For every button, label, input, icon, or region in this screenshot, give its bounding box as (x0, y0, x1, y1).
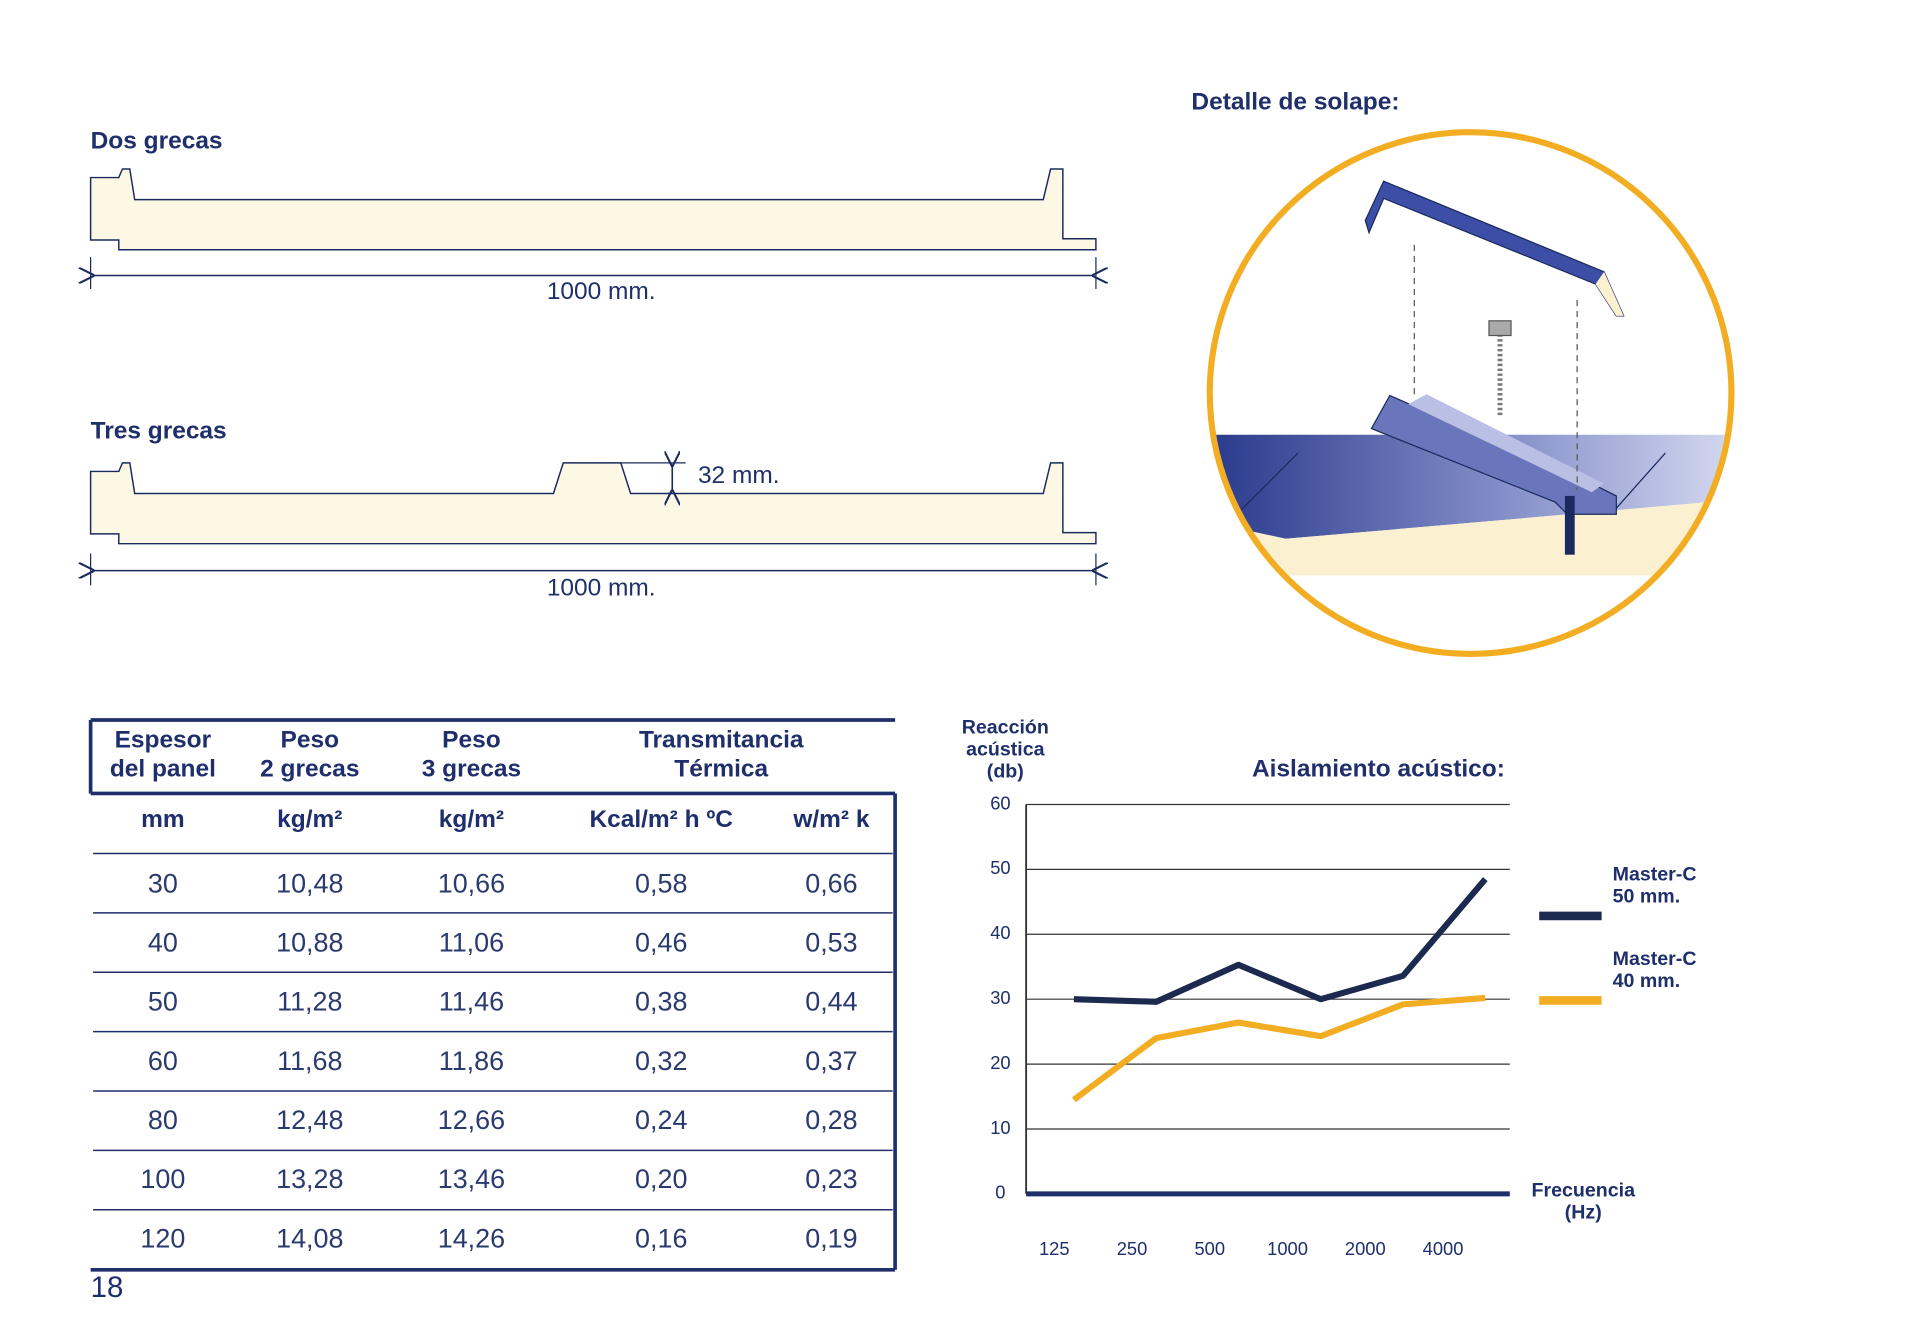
table-unit: kg/m² (277, 806, 342, 833)
table-cell: 0,44 (805, 987, 857, 1017)
x-tick-label: 125 (1039, 1238, 1070, 1259)
screw-head (1488, 320, 1512, 337)
legend-label: Master-C 50 mm. (1612, 864, 1697, 908)
y-tick-label: 0 (995, 1182, 1005, 1203)
table-cell: 10,66 (438, 868, 505, 898)
table-header: 3 grecas (422, 756, 521, 783)
table-cell: 40 (148, 928, 178, 958)
table-header: 2 grecas (260, 756, 359, 783)
series-line (1072, 994, 1486, 1103)
x-tick-label: 250 (1117, 1238, 1148, 1259)
panel-profile (89, 462, 1097, 545)
profile-title: Dos grecas (91, 128, 223, 155)
detail-frame (1206, 129, 1735, 657)
table-unit: w/m² k (792, 806, 870, 833)
table-cell: 0,19 (805, 1223, 857, 1253)
table-cell: 0,53 (805, 928, 857, 958)
table-cell: 12,66 (438, 1105, 505, 1135)
dimension-label: 32 mm. (698, 462, 780, 489)
table-cell: 0,38 (635, 987, 687, 1017)
y-axis-label: Reacción acústica (db) (961, 717, 1049, 783)
profile-title: Tres grecas (91, 418, 227, 445)
x-tick-label: 500 (1194, 1238, 1225, 1259)
panel-profile (89, 168, 1097, 251)
table-cell: 11,06 (439, 928, 504, 958)
table-cell: 11,46 (439, 987, 504, 1017)
table-cell: 0,32 (635, 1046, 687, 1076)
table-unit: kg/m² (439, 806, 504, 833)
table-cell: 0,66 (805, 868, 857, 898)
table-header: Peso (281, 726, 339, 753)
cap-inner (1595, 271, 1624, 316)
y-tick-label: 50 (990, 857, 1010, 878)
table-cell: 11,86 (439, 1046, 504, 1076)
y-tick-label: 60 (990, 792, 1010, 813)
table-cell: 13,28 (276, 1164, 343, 1194)
table-cell: 0,28 (805, 1105, 857, 1135)
table-header: Térmica (674, 756, 768, 783)
y-tick-label: 10 (990, 1117, 1010, 1138)
legend-label: Master-C 40 mm. (1612, 948, 1697, 992)
table-cell: 0,16 (635, 1223, 687, 1253)
x-axis-label: Frecuencia (Hz) (1531, 1180, 1635, 1224)
page-number: 18 (91, 1271, 124, 1304)
table-cell: 120 (140, 1223, 185, 1253)
dimension-label: 1000 mm. (547, 574, 656, 601)
detail-title: Detalle de solape: (1191, 88, 1399, 115)
y-tick-label: 20 (990, 1052, 1010, 1073)
overlap-detail (1212, 394, 1729, 576)
table-cell: 0,37 (805, 1046, 857, 1076)
table-unit: mm (141, 806, 185, 833)
table-cell: 14,26 (438, 1223, 505, 1253)
dimension-label: 1000 mm. (547, 278, 656, 305)
table-cell: 60 (148, 1046, 178, 1076)
table-cell: 30 (148, 868, 178, 898)
table-cell: 14,08 (276, 1223, 343, 1253)
x-tick-label: 2000 (1345, 1238, 1386, 1259)
table-cell: 0,58 (635, 868, 687, 898)
series-line (1073, 877, 1488, 1005)
y-tick-label: 30 (990, 987, 1010, 1008)
table-cell: 0,20 (635, 1164, 687, 1194)
table-cell: 0,24 (635, 1105, 687, 1135)
table-cell: 80 (148, 1105, 178, 1135)
table-header: Peso (442, 726, 500, 753)
chart-title: Aislamiento acústico: (1252, 756, 1505, 783)
table-cell: 13,46 (438, 1164, 505, 1194)
table-cell: 10,48 (276, 868, 343, 898)
table-cell: 50 (148, 987, 178, 1017)
cap-profile (1364, 180, 1625, 317)
x-tick-label: 4000 (1423, 1238, 1464, 1259)
x-tick-label: 1000 (1267, 1238, 1308, 1259)
table-cell: 11,68 (277, 1046, 342, 1076)
table-cell: 10,88 (276, 928, 343, 958)
table-cell: 11,28 (277, 987, 342, 1017)
table-unit: Kcal/m² h ºC (589, 806, 733, 833)
table-header: Transmitancia (639, 726, 804, 753)
table-header: Espesor (115, 726, 212, 753)
table-cell: 100 (140, 1164, 185, 1194)
table-cell: 0,23 (805, 1164, 857, 1194)
table-cell: 12,48 (276, 1105, 343, 1135)
table-cell: 0,46 (635, 928, 687, 958)
table-header: del panel (110, 756, 216, 783)
y-tick-label: 40 (990, 922, 1010, 943)
